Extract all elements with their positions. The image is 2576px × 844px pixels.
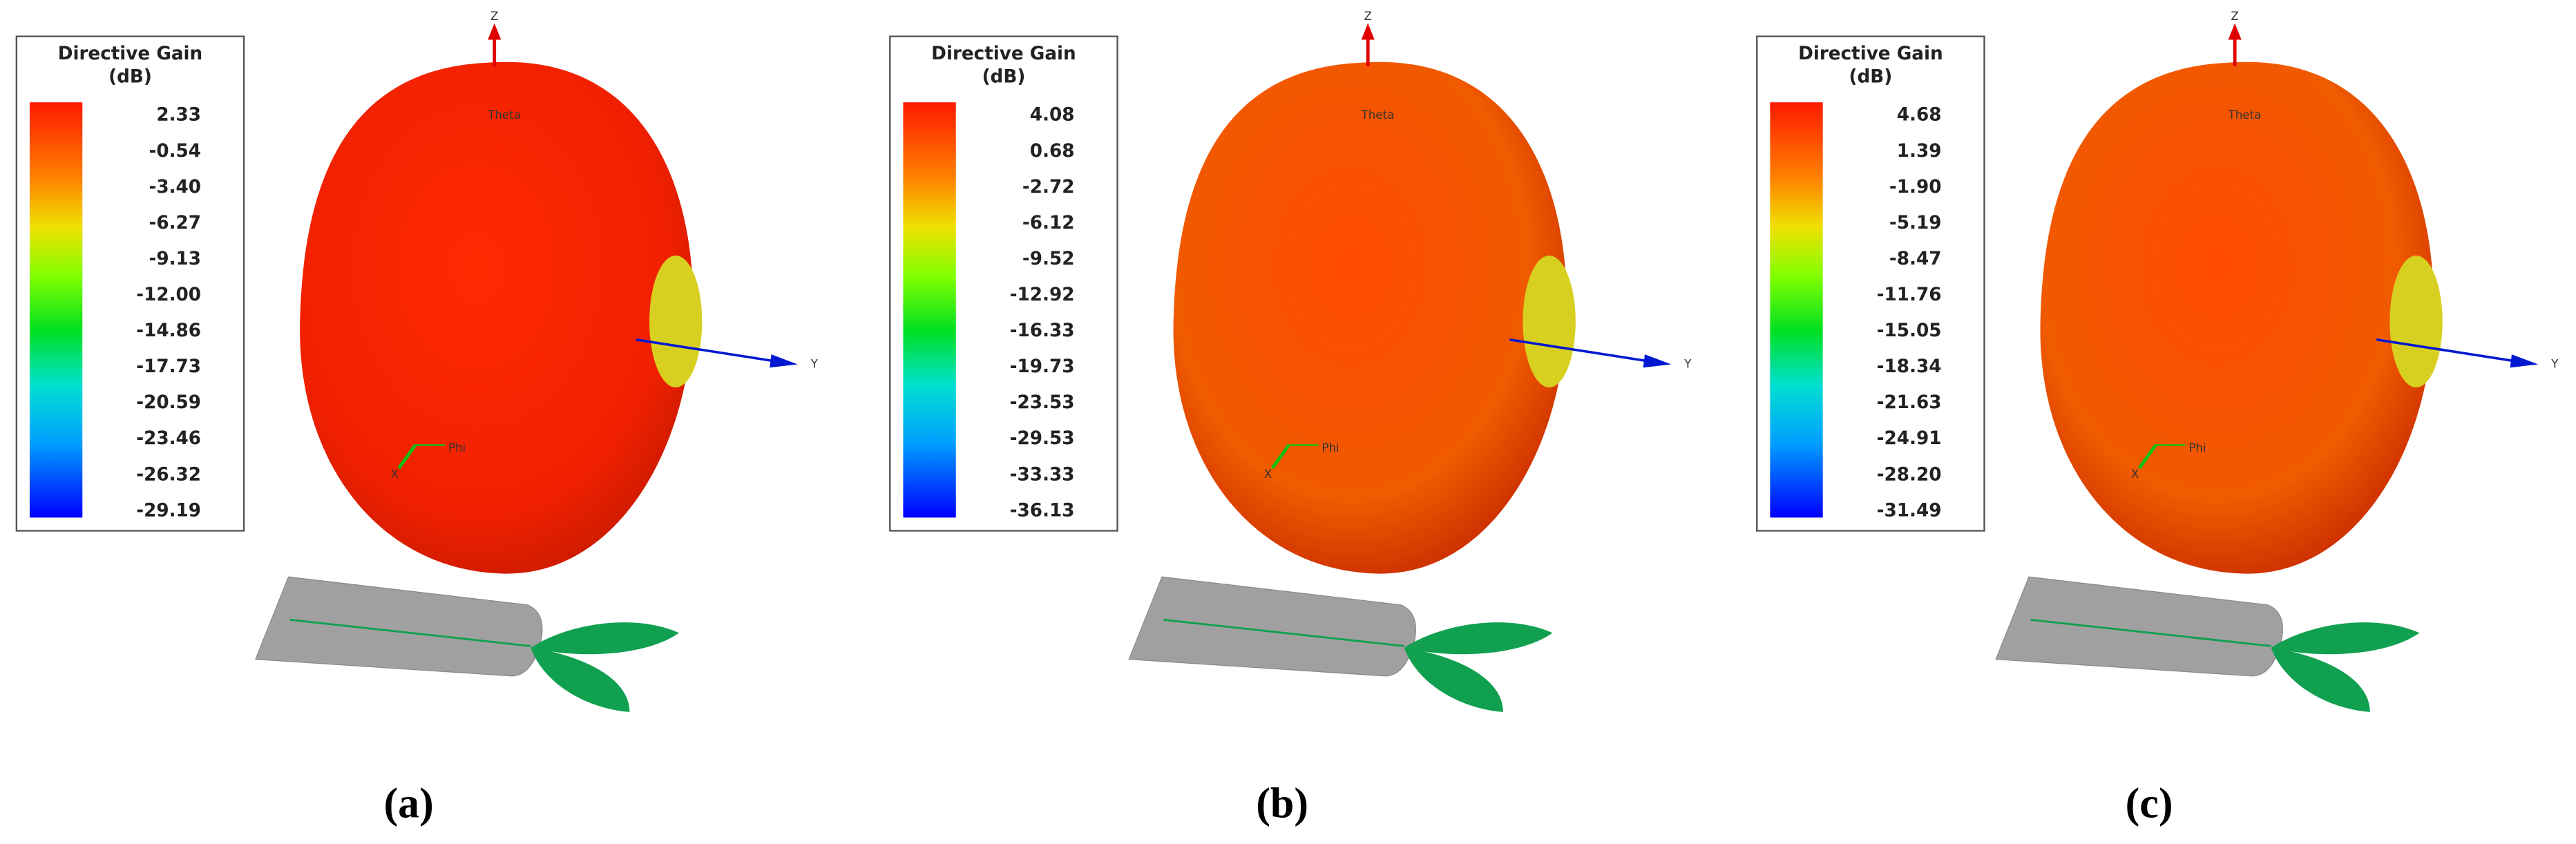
legend-level: -20.59 bbox=[136, 392, 201, 413]
feed-line bbox=[289, 618, 531, 647]
x-axis bbox=[1270, 444, 1290, 470]
legend-unit: (dB) bbox=[1849, 67, 1892, 88]
legend-unit: (dB) bbox=[982, 67, 1026, 88]
legend-level: -12.00 bbox=[136, 285, 201, 305]
feed-line bbox=[2030, 618, 2271, 647]
patch-lower bbox=[531, 647, 630, 712]
legend-level: -29.19 bbox=[136, 500, 201, 521]
y-axis bbox=[2376, 338, 2526, 364]
legend-level: -14.86 bbox=[136, 320, 201, 341]
legend-unit: (dB) bbox=[108, 67, 152, 88]
legend-level: -6.27 bbox=[149, 213, 201, 233]
y-label: Y bbox=[2550, 356, 2559, 370]
legend-level: -19.73 bbox=[1010, 356, 1075, 377]
patch-upper bbox=[2271, 622, 2420, 655]
legend-level: -18.34 bbox=[1877, 356, 1942, 377]
legend-level: -15.05 bbox=[1877, 320, 1942, 341]
legend-level: -0.54 bbox=[149, 141, 201, 162]
legend-level: -6.12 bbox=[1022, 213, 1075, 233]
phi-label: Phi bbox=[1322, 441, 1339, 454]
y-label: Y bbox=[1683, 356, 1692, 370]
legend-level: 1.39 bbox=[1897, 141, 1942, 162]
legend-level: -3.40 bbox=[149, 177, 201, 198]
phi-label: Phi bbox=[2188, 441, 2206, 454]
panel: Directive Gain (dB)2.33 -0.54 -3.40 -6.27 -9.… bbox=[15, 9, 819, 827]
legend-level: -9.52 bbox=[1022, 249, 1075, 269]
radiation-pattern bbox=[300, 61, 694, 574]
panel: Directive Gain (dB)4.68 1.39 -1.90 -5.19 -8.4… bbox=[1756, 9, 2559, 827]
legend-level: -8.47 bbox=[1889, 249, 1942, 269]
legend-level: -23.46 bbox=[136, 428, 201, 449]
legend-title: Directive Gain bbox=[58, 44, 203, 64]
caption: (b) bbox=[1256, 780, 1308, 827]
feed-line bbox=[1163, 618, 1404, 647]
z-arrow bbox=[488, 23, 502, 40]
colorbar bbox=[1770, 102, 1823, 518]
z-label: Z bbox=[490, 9, 498, 23]
legend-level: -26.32 bbox=[136, 464, 201, 485]
antenna-substrate bbox=[1128, 576, 1416, 677]
legend-level: 0.68 bbox=[1030, 141, 1075, 162]
patch-upper bbox=[531, 622, 679, 655]
legend-level: -29.53 bbox=[1010, 428, 1075, 449]
legend-level: -16.33 bbox=[1010, 320, 1075, 341]
x-label: X bbox=[1264, 467, 1272, 481]
z-arrow bbox=[2228, 23, 2242, 40]
caption: (a) bbox=[384, 780, 434, 827]
theta-label: Theta bbox=[487, 108, 521, 122]
legend-level: 2.33 bbox=[156, 105, 201, 126]
legend-level: -11.76 bbox=[1877, 285, 1942, 305]
pattern-null bbox=[1523, 256, 1576, 387]
y-arrow bbox=[770, 354, 798, 368]
legend-level: -36.13 bbox=[1010, 500, 1075, 521]
theta-label: Theta bbox=[1361, 108, 1395, 122]
z-label: Z bbox=[1364, 9, 1371, 23]
patch-lower bbox=[1404, 647, 1503, 712]
legend-title: Directive Gain bbox=[1798, 44, 1943, 64]
legend-level: -12.92 bbox=[1010, 285, 1075, 305]
legend-level: -1.90 bbox=[1889, 177, 1942, 198]
z-arrow bbox=[1361, 23, 1375, 40]
x-label: X bbox=[390, 467, 398, 481]
legend-level: -24.91 bbox=[1877, 428, 1942, 449]
patch-upper bbox=[1404, 622, 1553, 655]
legend-level: -21.63 bbox=[1877, 392, 1942, 413]
x-axis bbox=[397, 444, 417, 470]
y-axis bbox=[1509, 338, 1659, 364]
legend-level: 4.68 bbox=[1897, 105, 1942, 126]
panel: Directive Gain (dB)4.08 0.68 -2.72 -6.12 -9.5… bbox=[889, 9, 1692, 827]
patch-lower bbox=[2271, 647, 2370, 712]
antenna-substrate bbox=[254, 576, 543, 677]
theta-label: Theta bbox=[2228, 108, 2262, 122]
y-arrow bbox=[2510, 354, 2539, 368]
legend-level: -5.19 bbox=[1889, 213, 1942, 233]
pattern-null bbox=[2389, 256, 2443, 387]
legend-level: -33.33 bbox=[1010, 464, 1075, 485]
colorbar bbox=[29, 102, 83, 518]
y-label: Y bbox=[810, 356, 819, 370]
x-axis bbox=[2137, 444, 2157, 470]
legend-level: -31.49 bbox=[1877, 500, 1942, 521]
radiation-pattern bbox=[2040, 61, 2434, 574]
legend-level: -17.73 bbox=[136, 356, 201, 377]
y-axis bbox=[636, 338, 785, 364]
radiation-pattern bbox=[1173, 61, 1567, 574]
caption: (c) bbox=[2126, 780, 2173, 827]
pattern-null bbox=[649, 256, 703, 387]
z-label: Z bbox=[2231, 9, 2238, 23]
colorbar bbox=[903, 102, 956, 518]
legend-level: -28.20 bbox=[1877, 464, 1942, 485]
x-label: X bbox=[2131, 467, 2139, 481]
legend-level: -2.72 bbox=[1022, 177, 1075, 198]
antenna-substrate bbox=[1995, 576, 2283, 677]
phi-label: Phi bbox=[448, 441, 466, 454]
legend-title: Directive Gain bbox=[931, 44, 1076, 64]
y-arrow bbox=[1643, 354, 1672, 368]
legend-level: 4.08 bbox=[1030, 105, 1075, 126]
legend-level: -23.53 bbox=[1010, 392, 1075, 413]
legend-level: -9.13 bbox=[149, 249, 201, 269]
